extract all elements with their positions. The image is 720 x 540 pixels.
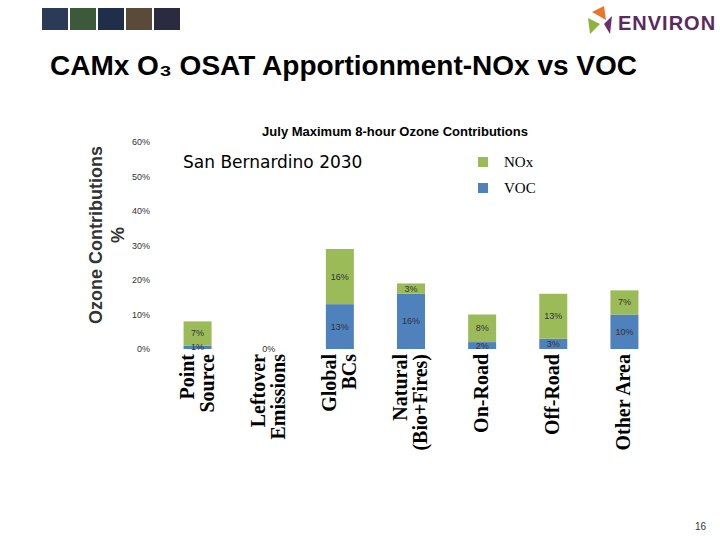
y-tick-label: 50%	[132, 172, 150, 182]
y-tick-label: 60%	[132, 137, 150, 147]
bar	[610, 290, 638, 314]
legend-label: NOx	[504, 154, 534, 170]
x-tick-label-line: Source	[196, 354, 218, 413]
logo-shape	[592, 6, 606, 20]
y-tick-label: 40%	[132, 206, 150, 216]
header-image	[98, 8, 124, 30]
y-axis-label: Ozone Contributions%	[86, 146, 128, 324]
x-tick-label: PointSource	[176, 354, 218, 413]
x-tick-label-line: Other Area	[612, 354, 634, 450]
x-tick-label-line: Natural	[389, 354, 411, 421]
y-tick-label: 10%	[132, 310, 150, 320]
x-tick-label-line: (Bio+Fires)	[409, 354, 432, 451]
slide: ENVIRON CAMx O₃ OSAT Apportionment-NOx vs…	[0, 0, 720, 540]
x-tick-label-line: Off-Road	[541, 354, 563, 435]
data-label: 13%	[331, 322, 349, 332]
bar	[468, 315, 496, 343]
data-label: 3%	[547, 339, 560, 349]
x-tick-label-line: Emissions	[267, 354, 289, 440]
data-label: 16%	[331, 272, 349, 282]
x-tick-label-line: Global	[318, 354, 340, 412]
header-image	[70, 8, 96, 30]
x-tick-label: Other Area	[612, 354, 634, 450]
legend-swatch	[478, 183, 488, 193]
data-label: 1%	[191, 342, 204, 352]
x-tick-label: LeftoverEmissions	[247, 354, 289, 440]
y-tick-label: 30%	[132, 241, 150, 251]
logo-shape	[588, 18, 600, 34]
y-tick-label: 0%	[137, 344, 150, 354]
data-label: 7%	[618, 297, 631, 307]
header-image	[126, 8, 152, 30]
data-label: 8%	[476, 323, 489, 333]
bar	[610, 315, 638, 350]
legend-swatch	[478, 157, 488, 167]
header-image	[42, 8, 68, 30]
logo-shape	[604, 16, 612, 34]
logo: ENVIRON	[588, 6, 716, 34]
bar	[539, 339, 567, 349]
bar	[326, 249, 354, 304]
background	[0, 0, 720, 540]
bar	[397, 283, 425, 293]
data-label: 2%	[476, 341, 489, 351]
x-tick-label-line: On-Road	[470, 354, 492, 433]
x-tick-label-line: BCs	[338, 354, 360, 390]
y-axis-label-line: Ozone Contributions	[86, 146, 106, 324]
x-tick-label: Off-Road	[541, 354, 563, 435]
bar	[397, 294, 425, 349]
legend-label: VOC	[504, 180, 536, 196]
bar	[539, 294, 567, 339]
y-axis-label-line: %	[108, 227, 128, 243]
data-label: 13%	[544, 311, 562, 321]
header-image	[154, 8, 180, 30]
data-label: 16%	[402, 316, 420, 326]
title: CAMx O₃ OSAT Apportionment-NOx vs VOC	[50, 50, 637, 81]
y-tick-label: 20%	[132, 275, 150, 285]
page-number: 16	[695, 521, 707, 532]
bars	[184, 249, 639, 349]
data-labels: 1% 7% 0% 13% 16% 16% 3% 2% 8% 3% 13% 10% 7%	[191, 272, 633, 354]
data-label: 7%	[191, 328, 204, 338]
data-label: 10%	[615, 327, 633, 337]
x-tick-label: GlobalBCs	[318, 354, 360, 412]
chart-title: July Maximum 8-hour Ozone Contributions	[262, 124, 528, 139]
annotation: San Bernardino 2030	[183, 152, 362, 172]
x-tick-label: On-Road	[470, 354, 492, 433]
x-tick-label: Natural(Bio+Fires)	[389, 354, 432, 451]
x-tick-label-line: Leftover	[247, 354, 269, 427]
data-label: 3%	[404, 284, 417, 294]
bar	[326, 304, 354, 349]
logo-text: ENVIRON	[618, 12, 716, 34]
data-label: 0%	[262, 344, 275, 354]
x-tick-label-line: Point	[176, 354, 198, 400]
